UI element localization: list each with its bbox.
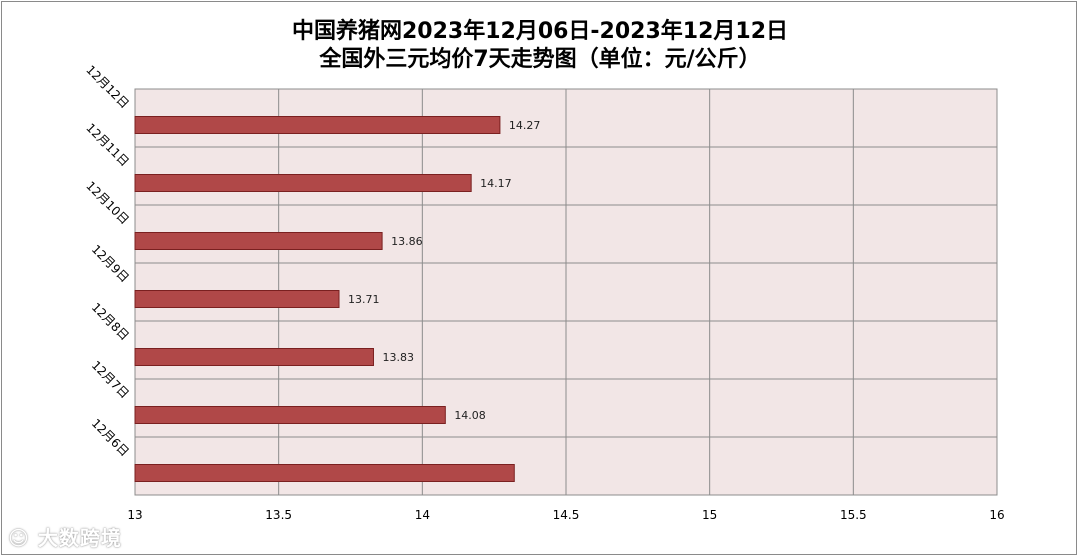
x-tick-label: 14 — [415, 508, 430, 522]
bar — [134, 232, 383, 250]
data-label: 14.27 — [509, 119, 541, 132]
bar — [134, 174, 472, 192]
bar — [134, 116, 501, 134]
chart-subtitle: 全国外三元均价7天走势图（单位：元/公斤） — [319, 47, 761, 72]
category-label: 12月12日 — [83, 63, 131, 111]
x-tick-label: 16 — [989, 508, 1004, 522]
watermark-logo: ☺ 大数跨境 — [8, 522, 122, 551]
category-label: 12月9日 — [89, 242, 132, 285]
chart-title: 中国养猪网2023年12月06日-2023年12月12日 — [291, 19, 789, 44]
bar — [134, 290, 340, 308]
bar — [134, 348, 374, 366]
bar — [134, 406, 446, 424]
x-tick-label: 15.5 — [840, 508, 867, 522]
x-tick-label: 13.5 — [265, 508, 292, 522]
category-label: 12月10日 — [83, 179, 131, 227]
data-label: 14.17 — [480, 177, 512, 190]
category-label: 12月7日 — [89, 358, 132, 401]
category-label: 12月8日 — [89, 300, 132, 343]
x-tick-label: 15 — [702, 508, 717, 522]
category-label: 12月11日 — [83, 121, 131, 169]
x-tick-label: 14.5 — [553, 508, 580, 522]
data-label: 13.86 — [391, 235, 423, 248]
watermark-icon: ☺ — [8, 526, 30, 550]
data-label: 14.08 — [454, 409, 486, 422]
watermark-text: 大数跨境 — [37, 526, 122, 550]
data-label: 13.71 — [348, 293, 380, 306]
category-label: 12月6日 — [89, 416, 132, 459]
bar — [134, 464, 515, 482]
x-tick-label: 13 — [127, 508, 142, 522]
data-label: 13.83 — [382, 351, 414, 364]
